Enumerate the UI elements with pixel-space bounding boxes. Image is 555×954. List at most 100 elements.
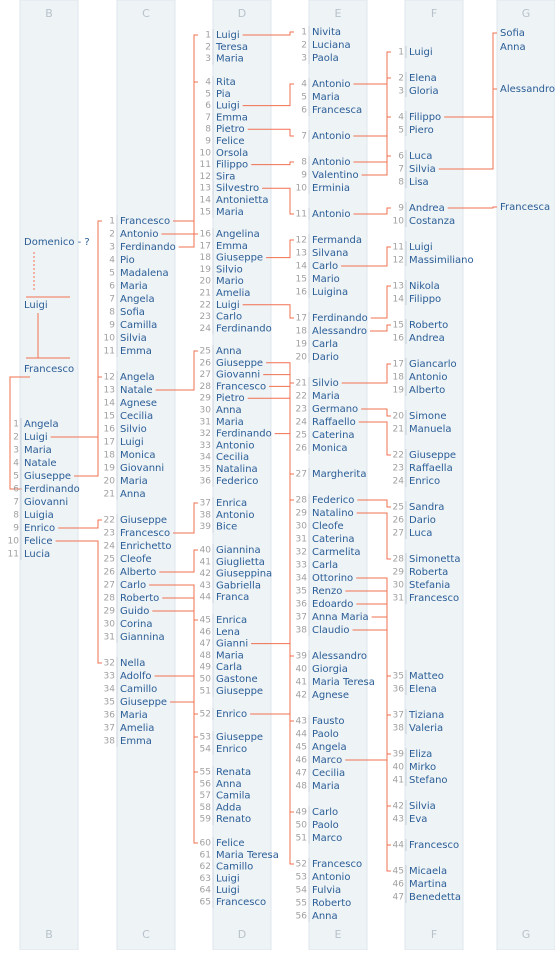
person-number: 7 <box>205 113 211 123</box>
person-number: 6 <box>301 106 307 116</box>
person-number: 43 <box>200 581 211 591</box>
parent-child-link <box>242 83 294 107</box>
person-number: 44 <box>393 841 405 851</box>
parent-child-link <box>370 285 391 319</box>
person-name: Antonio <box>312 157 350 168</box>
person-name: Adda <box>216 802 242 813</box>
person-name: Enrico <box>216 709 247 720</box>
person-name: Angela <box>24 419 59 430</box>
person-name: Caterina <box>312 534 355 545</box>
parent-child-link <box>178 233 198 248</box>
person-number: 24 <box>393 477 405 487</box>
parent-child-link <box>353 51 391 85</box>
person-name: Luigi <box>409 242 433 253</box>
parent-child-link <box>444 32 497 118</box>
parent-child-link <box>358 421 391 456</box>
parent-child-link <box>247 128 294 137</box>
column-strip <box>496 0 555 951</box>
person-name: Ferdinando <box>216 429 272 440</box>
column-strip <box>19 0 79 951</box>
person-name: Francesco <box>312 859 362 870</box>
person-name: Luigi <box>409 47 433 58</box>
person-name: Guido <box>120 606 149 617</box>
person-name: Stefano <box>409 775 448 786</box>
person-name: Anna <box>500 42 526 53</box>
person-name: Roberta <box>409 567 448 578</box>
person-number: 13 <box>200 184 211 194</box>
person-name: Camillo <box>216 862 253 873</box>
person-number: 20 <box>104 477 116 487</box>
person-number: 23 <box>200 312 211 322</box>
person-name: Felice <box>216 838 245 849</box>
person-name: Anna <box>216 346 242 357</box>
person-name: Anna <box>120 489 146 500</box>
person-name: Emma <box>120 736 152 747</box>
person-name: Francesco <box>120 216 170 227</box>
parent-child-link <box>173 502 198 534</box>
person-name: Giuseppe <box>216 253 263 264</box>
person-name: Silvestro <box>216 183 259 194</box>
person-name: Cecilia <box>120 411 153 422</box>
parent-child-link <box>361 408 391 417</box>
person-number: 43 <box>393 815 404 825</box>
person-name: Anna <box>216 405 242 416</box>
parent-child-link <box>341 363 391 384</box>
person-number: 33 <box>200 441 211 451</box>
person-number: 4 <box>109 256 115 266</box>
person-name: Roberto <box>120 593 159 604</box>
person-number: 53 <box>200 733 211 743</box>
person-number: 23 <box>296 405 307 415</box>
person-name: Enrico <box>24 523 55 534</box>
person-number: 37 <box>200 499 211 509</box>
person-number: 24 <box>200 324 212 334</box>
person-number: 35 <box>393 672 404 682</box>
person-number: 25 <box>104 555 115 565</box>
person-name: Natale <box>120 385 153 396</box>
person-name: Luigina <box>312 287 348 298</box>
column-header: E <box>335 7 342 20</box>
person-number: 32 <box>200 429 211 439</box>
person-number: 62 <box>200 862 211 872</box>
person-name: Giuglietta <box>216 557 265 568</box>
person-name: Roberto <box>409 320 448 331</box>
person-name: Natale <box>24 458 57 469</box>
person-number: 39 <box>296 652 308 662</box>
person-name: Carlo <box>312 261 338 272</box>
person-name: Martina <box>409 879 447 890</box>
person-number: 13 <box>296 249 307 259</box>
person-name: Caterina <box>312 430 355 441</box>
person-name: Maria <box>312 391 340 402</box>
person-name: Antonio <box>312 131 350 142</box>
person-name: Antonio <box>312 209 350 220</box>
parent-child-link <box>353 207 391 215</box>
person-number: 10 <box>296 184 308 194</box>
person-number: 37 <box>393 711 404 721</box>
person-name: Francesco <box>216 897 266 908</box>
person-name: Carlo <box>312 807 338 818</box>
person-name: Pia <box>216 89 231 100</box>
person-number: 53 <box>296 873 307 883</box>
person-number: 17 <box>393 360 404 370</box>
person-number: 17 <box>200 241 211 251</box>
person-number: 31 <box>393 594 404 604</box>
person-number: 13 <box>393 282 404 292</box>
person-number: 2 <box>109 230 115 240</box>
column-footer: G <box>522 928 531 941</box>
person-number: 29 <box>393 568 405 578</box>
person-name: Lisa <box>409 177 429 188</box>
person-number: 16 <box>200 230 212 240</box>
person-name: Giuseppe <box>409 450 456 461</box>
person-name: Pio <box>120 255 135 266</box>
person-name: Alessandro <box>312 651 367 662</box>
person-name: Enrica <box>216 615 247 626</box>
person-number: 55 <box>200 768 211 778</box>
person-name: Anna Maria <box>312 612 369 623</box>
parent-child-link <box>352 629 391 846</box>
person-name: Micaela <box>409 866 447 877</box>
person-name: Matteo <box>409 671 444 682</box>
person-name: Antonio <box>312 872 350 883</box>
person-name: Luigi <box>216 300 240 311</box>
parent-child-link <box>152 610 198 738</box>
person-number: 6 <box>205 101 211 111</box>
parent-child-link <box>447 206 497 209</box>
